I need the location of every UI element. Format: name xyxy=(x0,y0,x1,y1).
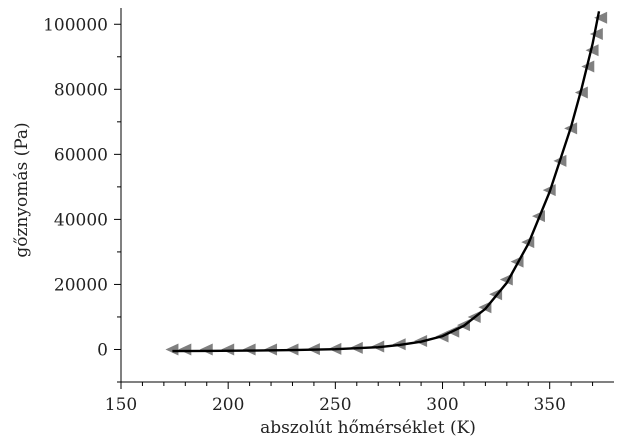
plot-area xyxy=(165,11,608,356)
x-tick-label-1: 200 xyxy=(212,395,244,415)
y-tick-label-2: 40000 xyxy=(54,210,108,230)
y-tick-label-5: 100000 xyxy=(43,15,108,35)
y-tick-label-1: 20000 xyxy=(54,275,108,295)
y-axis-label: gőznyomás (Pa) xyxy=(12,122,32,257)
data-point-30 xyxy=(594,11,608,24)
data-point-3 xyxy=(221,343,235,356)
fit-curve xyxy=(172,11,601,353)
data-point-1 xyxy=(178,343,192,356)
data-point-29 xyxy=(589,28,603,41)
x-tick-label-0: 150 xyxy=(105,395,137,415)
x-tick-label-4: 350 xyxy=(533,395,565,415)
data-point-0 xyxy=(165,343,179,356)
x-tick-label-3: 300 xyxy=(426,395,458,415)
data-point-2 xyxy=(199,343,213,356)
x-axis-label: abszolút hőmérséklet (K) xyxy=(260,418,476,438)
y-tick-label-4: 80000 xyxy=(54,80,108,100)
y-tick-label-3: 60000 xyxy=(54,145,108,165)
y-tick-label-0: 0 xyxy=(97,340,108,360)
axes: 150 200 250 300 350 0 20000 40000 60000 80000 1000… xyxy=(43,8,614,415)
series-measured xyxy=(165,11,608,356)
x-tick-label-2: 250 xyxy=(319,395,351,415)
